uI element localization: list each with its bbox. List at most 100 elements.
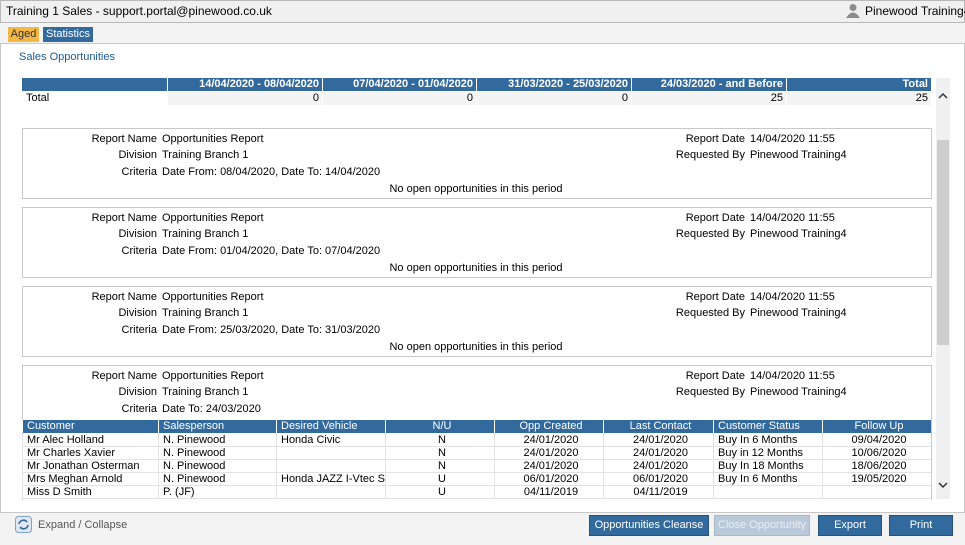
field-value: Date From: 25/03/2020, Date To: 31/03/20… xyxy=(162,324,381,336)
table-cell: 24/01/2020 xyxy=(603,447,713,460)
table-cell: Buy In 6 Months xyxy=(713,473,822,486)
field-label: Report Date xyxy=(685,370,745,382)
summary-value: 0 xyxy=(322,92,476,105)
summary-value: 25 xyxy=(631,92,786,105)
field-value: Opportunities Report xyxy=(162,212,264,224)
summary-row-label: Total xyxy=(26,92,50,104)
user-name[interactable]: Pinewood Training4 xyxy=(865,4,965,18)
table-cell: Buy In 6 Months xyxy=(713,434,822,447)
field-value: Training Branch 1 xyxy=(162,149,249,161)
field-value: Date From: 08/04/2020, Date To: 14/04/20… xyxy=(162,166,381,178)
field-label: Division xyxy=(118,149,157,161)
summary-header: 07/04/2020 - 01/04/2020 xyxy=(322,78,476,91)
table-cell: N xyxy=(385,447,494,460)
field-value: Opportunities Report xyxy=(162,291,264,303)
button[interactable]: Print xyxy=(889,515,953,536)
table-cell: N. Pinewood xyxy=(158,460,276,473)
table-row[interactable] xyxy=(22,447,931,460)
field-label: Requested By xyxy=(675,307,745,319)
table-cell: 24/01/2020 xyxy=(603,460,713,473)
field-value: 14/04/2020 11:55 xyxy=(750,212,835,224)
table-cell: N. Pinewood xyxy=(158,447,276,460)
table-cell: 24/01/2020 xyxy=(494,460,603,473)
field-value: 14/04/2020 11:55 xyxy=(750,291,835,303)
button: Close Opportunity xyxy=(714,515,810,536)
field-label: Report Date xyxy=(685,133,745,145)
field-label: Report Name xyxy=(91,291,157,303)
field-value: Opportunities Report xyxy=(162,370,264,382)
field-value: 14/04/2020 11:55 xyxy=(750,370,835,382)
expand-collapse[interactable]: Expand / Collapse xyxy=(38,519,128,531)
table-row[interactable] xyxy=(22,460,931,473)
field-value: Opportunities Report xyxy=(162,133,264,145)
field-label: Division xyxy=(118,307,157,319)
column-header: Opp Created xyxy=(494,420,603,433)
scrollbar-thumb[interactable] xyxy=(937,140,949,345)
button[interactable]: Opportunities Cleanse xyxy=(589,515,709,536)
field-label: Division xyxy=(118,386,157,398)
section-title: Sales Opportunities xyxy=(19,51,115,63)
table-row[interactable] xyxy=(22,473,931,486)
user-icon xyxy=(846,4,860,18)
table-cell: 24/01/2020 xyxy=(494,434,603,447)
table-cell: 24/01/2020 xyxy=(494,447,603,460)
scroll-up[interactable] xyxy=(938,92,948,100)
table-cell: Mr Jonathan Osterman xyxy=(22,460,158,473)
field-label: Report Date xyxy=(685,291,745,303)
column-header: Last Contact xyxy=(603,420,713,433)
table-cell: N. Pinewood xyxy=(158,434,276,447)
empty-message: No open opportunities in this period xyxy=(389,183,563,195)
table-cell: N. Pinewood xyxy=(158,473,276,486)
column-header: Desired Vehicle xyxy=(276,420,385,433)
table-cell xyxy=(276,447,385,460)
table-cell: 09/04/2020 xyxy=(822,434,931,447)
field-value: Pinewood Training4 xyxy=(750,228,847,240)
tab[interactable]: Aged xyxy=(8,27,39,42)
table-cell: N xyxy=(385,460,494,473)
field-value: Training Branch 1 xyxy=(162,228,249,240)
field-value: Pinewood Training4 xyxy=(750,149,847,161)
field-value: Training Branch 1 xyxy=(162,386,249,398)
table-cell: 10/06/2020 xyxy=(822,447,931,460)
table-cell: 06/01/2020 xyxy=(494,473,603,486)
field-label: Report Date xyxy=(685,212,745,224)
summary-header: Total xyxy=(786,78,931,91)
summary-value: 0 xyxy=(476,92,631,105)
scroll-down[interactable] xyxy=(938,481,948,489)
table-cell xyxy=(276,486,385,499)
column-header: Salesperson xyxy=(158,420,276,433)
table-cell: N xyxy=(385,434,494,447)
table-cell: Mrs Meghan Arnold xyxy=(22,473,158,486)
column-header: Customer Status xyxy=(713,420,822,433)
empty-message: No open opportunities in this period xyxy=(389,341,563,353)
field-label: Requested By xyxy=(675,149,745,161)
table-header-bar xyxy=(22,420,931,433)
expand-icon[interactable] xyxy=(15,516,32,533)
table-cell xyxy=(822,486,931,499)
field-label: Report Name xyxy=(91,212,157,224)
field-label: Criteria xyxy=(121,166,157,178)
field-label: Requested By xyxy=(675,386,745,398)
table-cell: Honda Civic xyxy=(276,434,385,447)
table-cell: 19/05/2020 xyxy=(822,473,931,486)
table-cell xyxy=(713,486,822,499)
summary-header: 31/03/2020 - 25/03/2020 xyxy=(476,78,631,91)
table-row[interactable] xyxy=(22,486,931,499)
column-header: N/U xyxy=(385,420,494,433)
table-cell: Buy In 18 Months xyxy=(713,460,822,473)
table-cell xyxy=(276,460,385,473)
field-value: Training Branch 1 xyxy=(162,307,249,319)
field-label: Report Name xyxy=(91,133,157,145)
summary-header: 24/03/2020 - and Before xyxy=(631,78,786,91)
report-area: 14/04/2020 - 08/04/2020 0 07/04/2020 - 01/… xyxy=(20,78,933,500)
field-value: Pinewood Training4 xyxy=(750,386,847,398)
summary-value: 0 xyxy=(167,92,322,105)
table-cell: P. (JF) xyxy=(158,486,276,499)
button[interactable]: Export xyxy=(818,515,882,536)
field-label: Criteria xyxy=(121,245,157,257)
empty-message: No open opportunities in this period xyxy=(389,262,563,274)
tab[interactable]: Statistics xyxy=(43,27,93,42)
table-row[interactable] xyxy=(22,434,931,447)
table-cell: Buy in 12 Months xyxy=(713,447,822,460)
